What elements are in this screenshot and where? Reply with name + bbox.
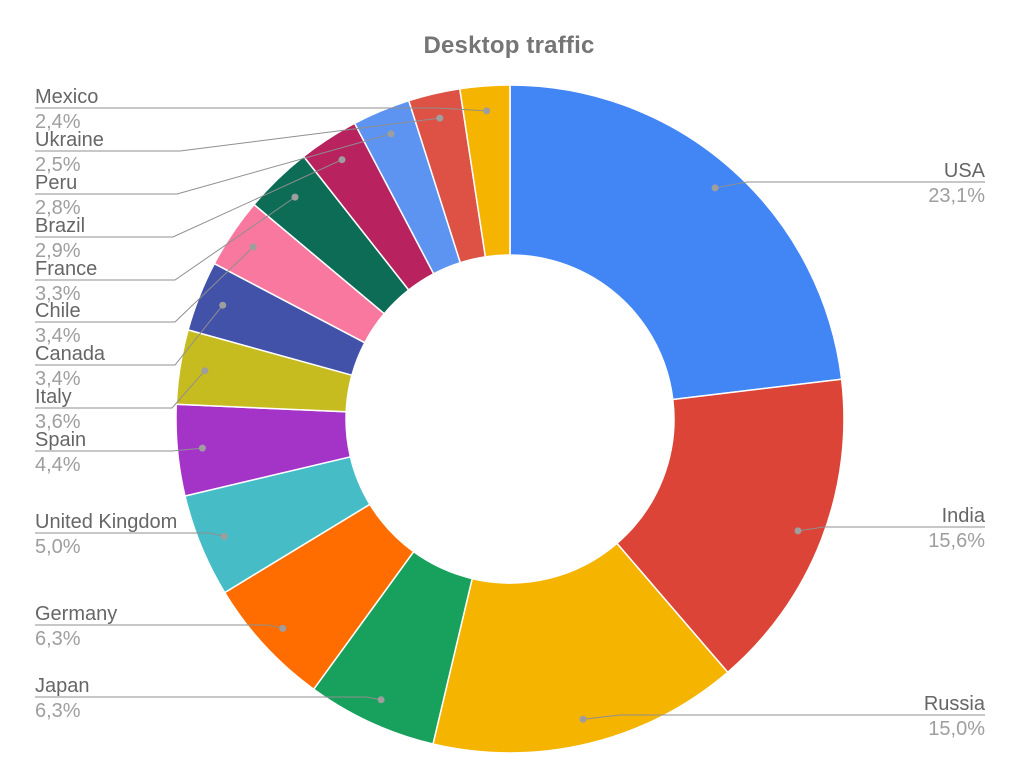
leader-line-japan (35, 696, 382, 701)
slice-label-chile: Chile (35, 300, 81, 322)
slice-label-canada: Canada (35, 343, 106, 365)
slice-label-russia: Russia (924, 693, 986, 715)
leader-dot-russia (579, 715, 587, 723)
slice-label-usa: USA (944, 160, 986, 182)
pie-slice-russia[interactable] (432, 542, 729, 754)
slice-label-italy: Italy (35, 386, 72, 408)
leader-dot-germany (279, 624, 287, 632)
slice-value-france: 3,3% (35, 283, 81, 305)
slice-value-peru: 2,8% (35, 197, 81, 219)
slice-label-japan: Japan (35, 675, 90, 697)
slice-value-chile: 3,4% (35, 325, 81, 347)
leader-line-canada (35, 304, 224, 366)
leader-dot-france (291, 193, 299, 201)
leader-dot-italy (201, 367, 209, 375)
leader-line-germany (35, 624, 283, 629)
pie-slice-usa[interactable] (509, 84, 843, 401)
leader-line-mexico (35, 107, 487, 112)
slice-label-mexico: Mexico (35, 86, 98, 108)
leader-dot-chile (249, 243, 257, 251)
leader-dot-brazil (338, 156, 346, 164)
leader-dot-united-kingdom (220, 532, 228, 540)
leader-line-usa (715, 181, 985, 189)
leader-dot-spain (198, 444, 206, 452)
slice-label-united-kingdom: United Kingdom (35, 511, 177, 533)
slice-value-canada: 3,4% (35, 368, 81, 390)
slice-label-india: India (942, 505, 986, 527)
leader-line-italy (35, 370, 206, 409)
leader-dot-peru (387, 130, 395, 138)
slice-value-united-kingdom: 5,0% (35, 536, 81, 558)
slice-value-spain: 4,4% (35, 454, 81, 476)
leader-dot-usa (711, 184, 719, 192)
leader-line-russia (583, 714, 985, 720)
slice-label-peru: Peru (35, 172, 77, 194)
slice-value-mexico: 2,4% (35, 111, 81, 133)
slice-value-japan: 6,3% (35, 700, 81, 722)
leader-line-peru (35, 133, 392, 195)
slice-label-france: France (35, 258, 97, 280)
chart-title: Desktop traffic (423, 32, 595, 59)
pie-slice-mexico[interactable] (459, 84, 511, 258)
leader-line-india (797, 526, 985, 532)
slice-value-brazil: 2,9% (35, 240, 81, 262)
slice-value-russia: 15,0% (928, 718, 985, 740)
leader-dot-india (794, 527, 802, 535)
leader-line-chile (35, 246, 254, 323)
slice-value-ukraine: 2,5% (35, 154, 81, 176)
leader-dot-ukraine (436, 114, 444, 122)
pie-slice-india[interactable] (616, 378, 845, 674)
leader-dot-canada (219, 301, 227, 309)
slice-label-brazil: Brazil (35, 215, 85, 237)
leader-line-ukraine (35, 117, 440, 152)
slice-value-italy: 3,6% (35, 411, 81, 433)
slice-value-germany: 6,3% (35, 628, 81, 650)
slice-label-ukraine: Ukraine (35, 129, 104, 151)
slice-value-india: 15,6% (928, 530, 985, 552)
leader-line-brazil (35, 159, 343, 238)
slice-value-usa: 23,1% (928, 185, 985, 207)
slice-label-spain: Spain (35, 429, 86, 451)
slice-label-germany: Germany (35, 603, 117, 625)
leader-dot-japan (377, 696, 385, 704)
leader-line-united-kingdom (35, 532, 225, 537)
leader-dot-mexico (483, 107, 491, 115)
leader-line-spain (35, 447, 203, 452)
leader-line-france (35, 196, 296, 281)
